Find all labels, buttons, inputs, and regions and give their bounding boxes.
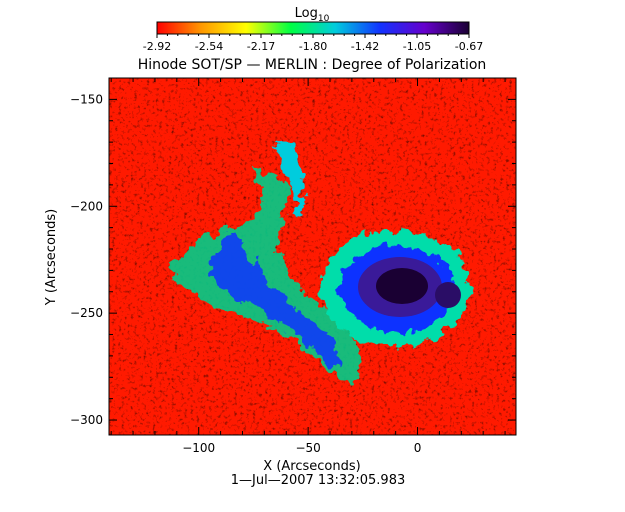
y-tick-label: −300	[70, 413, 103, 427]
heatmap-image	[109, 78, 516, 435]
x-tick-label: 0	[414, 441, 422, 455]
colorbar: Log10 -2.92 -2.54 -2.17 -1.80 -1.42 -1.05 -0.6…	[143, 6, 483, 53]
colorbar-tick-label: -2.92	[143, 40, 171, 53]
network-field	[170, 140, 361, 385]
sunspot-umbra-core	[376, 268, 428, 304]
colorbar-label: Log10	[295, 6, 330, 24]
colorbar-tick-label: -0.67	[455, 40, 483, 53]
colorbar-tick-label: -1.05	[403, 40, 431, 53]
timestamp: 1—Jul—2007 13:32:05.983	[231, 473, 406, 488]
colorbar-tick-label: -1.80	[299, 40, 327, 53]
y-axis-ticks: −150 −200 −250 −300	[70, 77, 516, 427]
colorbar-tick-label: -2.17	[247, 40, 275, 53]
chart-title: Hinode SOT/SP — MERLIN : Degree of Polar…	[138, 57, 487, 73]
colorbar-tick-label: -2.54	[195, 40, 223, 53]
x-axis-label: X (Arcseconds)	[263, 459, 360, 474]
plot-frame	[108, 77, 517, 436]
colorbar-ticks: -2.92 -2.54 -2.17 -1.80 -1.42 -1.05 -0.67	[143, 34, 483, 53]
secondary-pore	[435, 282, 461, 308]
colorbar-tick-label: -1.42	[351, 40, 379, 53]
colorbar-gradient	[156, 21, 470, 35]
y-axis-label: Y (Arcseconds)	[44, 209, 59, 306]
network-strand	[275, 140, 304, 220]
y-tick-label: −150	[70, 92, 103, 106]
y-tick-label: −200	[70, 199, 103, 213]
y-tick-label: −250	[70, 306, 103, 320]
sunspot	[320, 230, 470, 346]
network-core	[211, 232, 340, 370]
x-tick-label: −50	[295, 441, 320, 455]
x-axis-ticks: −100 −50 0	[110, 78, 506, 455]
x-tick-label: −100	[182, 441, 215, 455]
